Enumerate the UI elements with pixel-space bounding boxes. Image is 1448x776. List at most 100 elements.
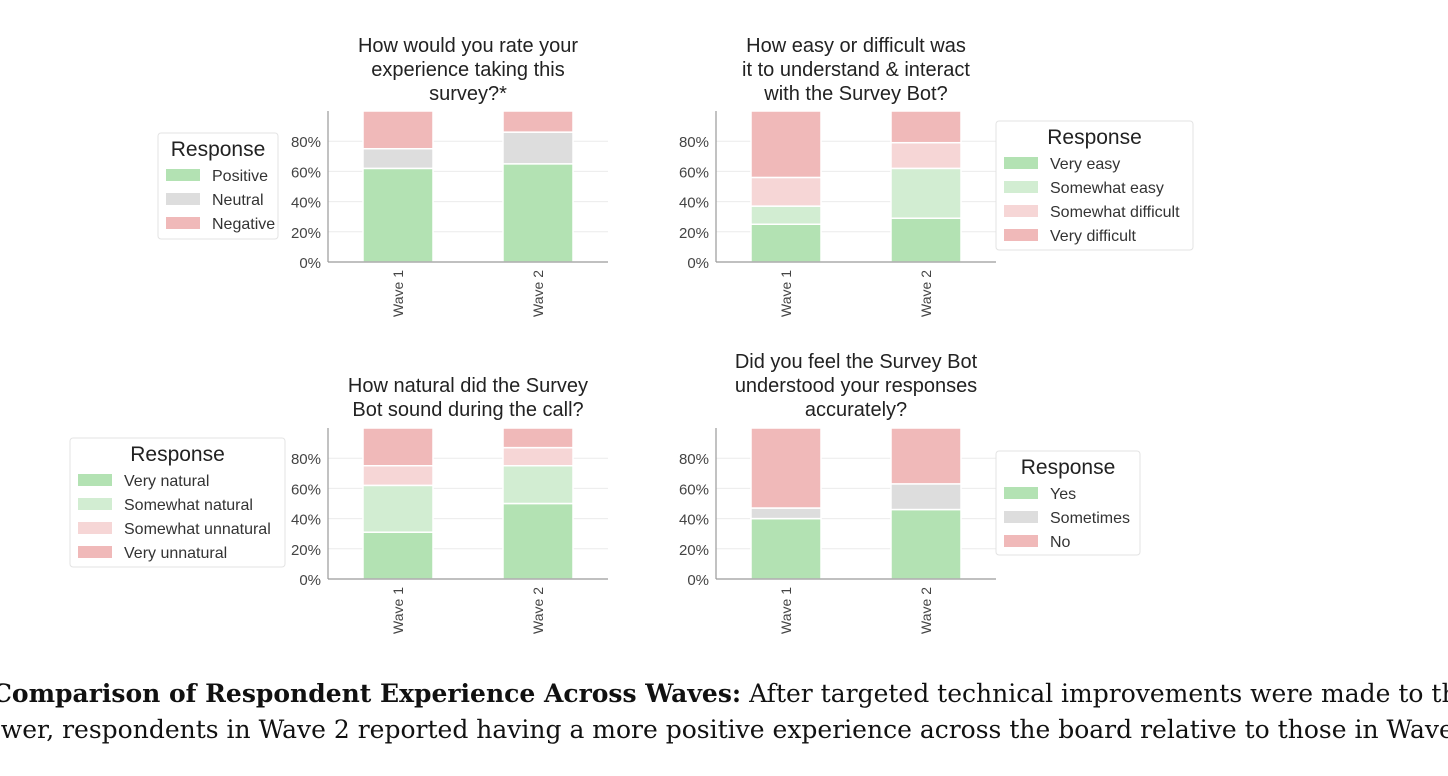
y-tick-label: 80% bbox=[291, 134, 321, 151]
y-tick-label: 40% bbox=[679, 512, 709, 529]
bar-segment-yes bbox=[890, 508, 962, 580]
caption-line1: After targeted technical improvements we… bbox=[741, 679, 1448, 708]
legend-title: Response bbox=[171, 138, 266, 161]
x-tick-label: Wave 1 bbox=[390, 270, 406, 317]
y-tick-label: 20% bbox=[679, 542, 709, 559]
legend-label: No bbox=[1050, 534, 1071, 551]
bar-segment-somewhat-difficult bbox=[890, 141, 962, 170]
chart-title-line: Bot sound during the call? bbox=[352, 399, 583, 421]
chart-title-line: How would you rate your bbox=[358, 35, 578, 57]
legend-label: Sometimes bbox=[1050, 510, 1130, 527]
chart-title-line: How easy or difficult was bbox=[746, 35, 966, 57]
legend-label: Very unnatural bbox=[124, 545, 227, 562]
bar-segment-negative bbox=[362, 110, 434, 150]
x-tick-label: Wave 2 bbox=[918, 270, 934, 317]
bar-segment-somewhat-natural bbox=[502, 465, 574, 505]
legend-label: Somewhat natural bbox=[124, 497, 253, 514]
legend-label: Somewhat difficult bbox=[1050, 204, 1180, 221]
legend-swatch bbox=[78, 498, 112, 510]
bar-segment-positive bbox=[362, 167, 434, 263]
legend-label: Very easy bbox=[1050, 156, 1120, 173]
chart-title-line: How natural did the Survey bbox=[348, 375, 588, 397]
legend-label: Very difficult bbox=[1050, 228, 1137, 245]
x-tick-label: Wave 2 bbox=[918, 587, 934, 634]
figure: How would you rate your experience taking… bbox=[69, 35, 1194, 634]
x-tick-label: Wave 2 bbox=[530, 270, 546, 317]
legend-label: Somewhat unnatural bbox=[124, 521, 271, 538]
bar-segment-very-natural bbox=[502, 502, 574, 580]
chart-panel-2: How easy or difficult was it to understan… bbox=[679, 35, 1194, 317]
y-tick-label: 40% bbox=[291, 195, 321, 212]
bar-segment-very-natural bbox=[362, 531, 434, 580]
legend: Response Positive Neutral Negative bbox=[157, 132, 279, 240]
bar-segment-somewhat-natural bbox=[362, 484, 434, 533]
legend-swatch bbox=[1004, 205, 1038, 217]
bar-segment-very-easy bbox=[890, 217, 962, 263]
bar-segment-somewhat-easy bbox=[890, 167, 962, 219]
y-tick-label: 60% bbox=[291, 481, 321, 498]
legend-title: Response bbox=[1021, 456, 1116, 479]
x-tick-label: Wave 1 bbox=[390, 587, 406, 634]
legend-swatch bbox=[166, 217, 200, 229]
bar-segment-very-unnatural bbox=[362, 427, 434, 467]
y-tick-label: 60% bbox=[679, 481, 709, 498]
x-tick-label: Wave 1 bbox=[778, 270, 794, 317]
y-tick-label: 80% bbox=[679, 134, 709, 151]
y-tick-label: 40% bbox=[679, 195, 709, 212]
bar-segment-no bbox=[750, 427, 822, 509]
chart-panel-1: How would you rate your experience taking… bbox=[157, 35, 608, 317]
chart-panel-3: How natural did the Survey Bot sound duri… bbox=[69, 375, 608, 634]
x-tick-label: Wave 1 bbox=[778, 587, 794, 634]
legend-swatch bbox=[1004, 535, 1038, 547]
legend-box bbox=[157, 132, 279, 240]
legend-swatch bbox=[78, 522, 112, 534]
bar-segment-very-difficult bbox=[750, 110, 822, 179]
chart-title-line: survey?* bbox=[429, 83, 507, 105]
y-tick-label: 0% bbox=[687, 572, 709, 589]
bar-segment-positive bbox=[502, 163, 574, 263]
bar-segment-somewhat-unnatural bbox=[502, 446, 574, 467]
legend-swatch bbox=[166, 193, 200, 205]
chart-title: How would you rate your experience taking… bbox=[358, 35, 578, 105]
bar-segment-neutral bbox=[362, 148, 434, 170]
legend-swatch bbox=[1004, 181, 1038, 193]
legend-label: Yes bbox=[1050, 486, 1076, 503]
legend-label: Very natural bbox=[124, 473, 209, 490]
y-tick-label: 60% bbox=[291, 164, 321, 181]
legend-label: Negative bbox=[212, 216, 275, 233]
legend: Response Very natural Somewhat natural Some… bbox=[69, 437, 286, 568]
bar-segment-no bbox=[890, 427, 962, 485]
y-tick-label: 80% bbox=[679, 451, 709, 468]
legend-swatch bbox=[1004, 229, 1038, 241]
legend-swatch bbox=[166, 169, 200, 181]
legend-title: Response bbox=[1047, 126, 1142, 149]
legend-swatch bbox=[1004, 511, 1038, 523]
chart-title: How natural did the Survey Bot sound duri… bbox=[348, 375, 588, 421]
bar-segment-sometimes bbox=[750, 507, 822, 520]
chart-title-line: experience taking this bbox=[371, 59, 564, 81]
chart-title-line: with the Survey Bot? bbox=[763, 83, 947, 105]
chart-title-line: Did you feel the Survey Bot bbox=[735, 351, 978, 373]
figure-caption: Comparison of Respondent Experience Acro… bbox=[0, 676, 1448, 748]
y-tick-label: 80% bbox=[291, 451, 321, 468]
bar-segment-yes bbox=[750, 517, 822, 580]
legend-label: Positive bbox=[212, 168, 268, 185]
legend-swatch bbox=[78, 546, 112, 558]
chart-title-line: it to understand & interact bbox=[742, 59, 970, 81]
chart-title: How easy or difficult was it to understan… bbox=[742, 35, 970, 105]
y-tick-label: 20% bbox=[679, 225, 709, 242]
bar-segment-negative bbox=[502, 110, 574, 133]
legend-box bbox=[995, 450, 1141, 556]
legend-swatch bbox=[1004, 487, 1038, 499]
legend-box bbox=[995, 120, 1194, 251]
x-tick-label: Wave 2 bbox=[530, 587, 546, 634]
legend-swatch bbox=[1004, 157, 1038, 169]
bar-segment-sometimes bbox=[890, 483, 962, 511]
legend: Response Yes Sometimes No bbox=[995, 450, 1141, 556]
caption-line2: ewer, respondents in Wave 2 reported hav… bbox=[0, 715, 1448, 744]
bar-segment-very-difficult bbox=[890, 110, 962, 144]
legend-label: Somewhat easy bbox=[1050, 180, 1164, 197]
bar-segment-very-unnatural bbox=[502, 427, 574, 449]
legend-label: Neutral bbox=[212, 192, 264, 209]
legend: Response Very easy Somewhat easy Somewhat d… bbox=[995, 120, 1194, 251]
